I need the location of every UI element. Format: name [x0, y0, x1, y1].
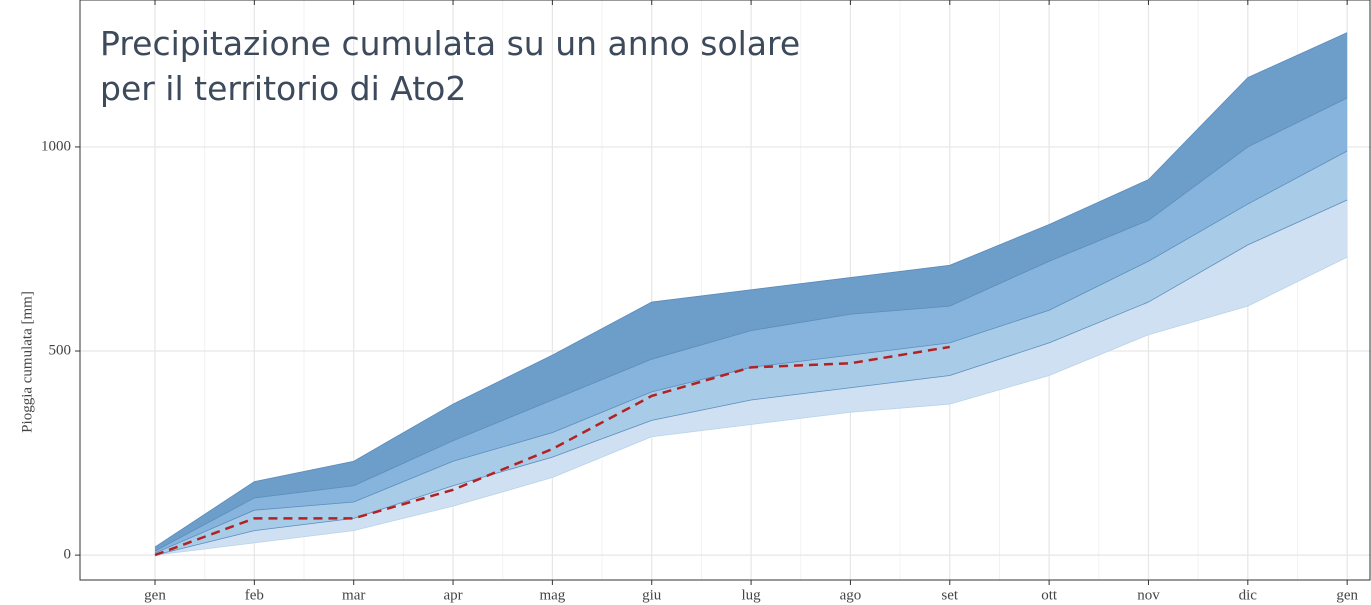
x-tick-label: gen	[144, 587, 166, 603]
band	[155, 32, 1348, 552]
band-edge	[154, 199, 1348, 556]
band-edge	[154, 97, 1348, 552]
x-tick-label: giu	[642, 587, 662, 603]
y-tick-label: 1000	[41, 138, 71, 154]
x-tick-label: ott	[1041, 587, 1058, 603]
y-axis-label: Pioggia cumulata [mm]	[19, 291, 35, 433]
x-tick-label: apr	[443, 587, 462, 603]
band-edge	[154, 32, 1348, 548]
x-tick-label: mar	[342, 587, 365, 603]
plot-area	[80, 0, 1371, 580]
chart-title: per il territorio di Ato2	[100, 69, 466, 108]
x-tick-label: mag	[539, 587, 565, 603]
band-edge	[154, 256, 1348, 556]
chart-title: Precipitazione cumulata su un anno solar…	[100, 24, 800, 63]
panel-border	[79, 0, 1371, 581]
x-tick-label: gen	[1336, 587, 1358, 603]
band	[155, 151, 1348, 556]
band	[155, 97, 1348, 554]
x-tick-label: feb	[245, 587, 264, 603]
x-tick-label: set	[941, 587, 958, 603]
x-tick-label: dic	[1239, 587, 1258, 603]
y-tick-label: 0	[64, 547, 72, 563]
y-tick-label: 500	[49, 342, 72, 358]
x-tick-label: ago	[840, 587, 862, 603]
observed-line	[154, 345, 950, 557]
x-tick-label: nov	[1137, 587, 1160, 603]
x-tick-label: lug	[741, 587, 761, 603]
